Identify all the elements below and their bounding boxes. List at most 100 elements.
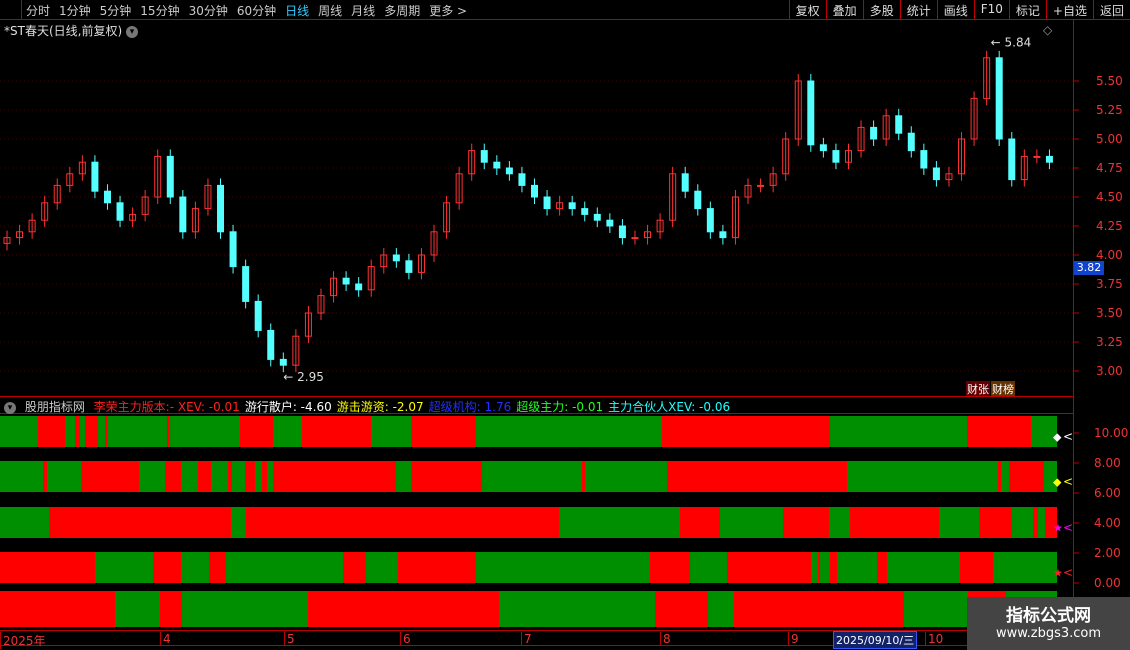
band-segment-red [38,416,65,447]
indicator-tick-label: 10.00 [1094,426,1128,440]
candle-body [468,150,476,175]
cursor-date: 2025/09/10/三 [833,631,918,649]
candle-body [166,155,174,198]
toolbar-button[interactable]: +自选 [1045,0,1093,20]
candle-body [794,80,802,140]
band-segment-red [273,461,396,492]
chevron-down-icon[interactable]: ▾ [4,401,16,414]
candle-body [669,173,677,221]
badge-bang[interactable]: 财榜 [991,381,1015,397]
candle-body [518,173,526,186]
candle-body [367,266,375,291]
toolbar-button[interactable]: 叠加 [825,0,863,20]
tab-period[interactable]: 多周期 [384,4,421,18]
tab-period[interactable]: 周线 [318,4,343,18]
band-segment-red [262,461,267,492]
candle-body [694,190,702,210]
candle-body [279,358,287,366]
stock-title[interactable]: *ST春天(日线,前复权) ▾ [4,22,138,39]
candle-body [744,184,752,198]
tab-period[interactable]: 月线 [351,4,376,18]
tab-period[interactable]: 30分钟 [188,4,228,18]
band-segment-red [667,461,847,492]
toolbar-button[interactable]: 复权 [788,0,826,20]
toolbar-button[interactable]: 统计 [899,0,937,20]
candle-body [53,184,61,204]
band-segment-red [198,461,211,492]
band-segment-red [655,591,708,627]
indicator-header: ▾ 股朋指标网 李荣主力版本:- XEV: -0.01 游行散户: -4.60 游击… [0,396,1073,414]
diamond-icon[interactable]: ◇ [1043,23,1053,37]
toolbar-button[interactable]: F10 [973,0,1009,20]
candle-body [179,196,187,233]
tab-period[interactable]: 1分钟 [59,4,91,18]
candle-body [267,329,275,360]
indicator-value: 超级主力: -0.01 [516,400,604,414]
tab-period[interactable]: 日线 [285,4,310,18]
candle-body [593,213,601,221]
period-tabs: 分时 1分钟 5分钟 15分钟 30分钟 60分钟 日线 周线 月线 多周期 更多 > [26,2,467,19]
date-axis-label: 5 [284,632,295,646]
candle-body [870,126,878,140]
high-price-label: ← 5.84 [991,36,1032,50]
date-axis-label: 2025年 [0,632,46,649]
marker-icon: ★ [1053,522,1063,535]
candle-body [983,57,991,99]
price-tick-label: 3.50 [1096,306,1123,320]
candle-body [330,277,338,297]
chevron-down-icon[interactable]: ▾ [125,25,138,38]
toolbar-button[interactable]: 标记 [1008,0,1046,20]
candle-body [417,254,425,273]
candle-body [254,300,262,331]
candle-body [568,202,576,210]
toolbar-button[interactable]: 画线 [936,0,974,20]
panel-toggle-button[interactable] [0,0,22,20]
candle-body [631,237,639,240]
indicator-tick-label: 0.00 [1094,576,1121,590]
tab-period[interactable]: 5分钟 [99,4,132,18]
candle-body [41,202,49,221]
marker-icon: ◆ [1053,476,1062,489]
watermark-title: 指标公式网 [1006,606,1091,626]
candle-body [757,184,765,187]
badge-zhang[interactable]: 财张 [966,381,990,397]
candle-body [769,173,777,186]
indicator-value: 李荣主力版本:- XEV: -0.01 [93,400,240,414]
tab-period[interactable]: 分时 [26,4,51,18]
indicator-name[interactable]: 股朋指标网 [24,400,85,414]
candle-body [493,161,501,169]
band-segment-red [411,416,476,447]
candle-body [1045,155,1053,163]
candle-body [618,225,626,239]
tab-period[interactable]: 更多 > [429,4,468,18]
candle-body [505,167,513,175]
candle-body [857,126,865,152]
candle-body [342,277,350,285]
candle-body [920,150,928,169]
indicator-value: 超级机构: 1.76 [428,400,512,414]
tab-period[interactable]: 60分钟 [236,4,277,18]
candle-body [292,335,300,366]
candle-body [945,173,953,181]
band-segment-red [43,461,47,492]
band-segment-red [830,552,837,583]
band-segment-red [818,552,820,583]
date-axis-label: 7 [521,632,532,646]
band-segment-red [240,416,273,447]
candle-body [606,219,614,227]
band-segment-red [1045,507,1057,538]
candle-body [405,260,413,273]
candle-body [116,202,124,221]
price-tick-label: 5.00 [1096,132,1123,146]
candle-body [480,150,488,163]
candle-body [392,254,400,262]
toolbar-button[interactable]: 多股 [862,0,900,20]
tab-period[interactable]: 15分钟 [140,4,180,18]
band-segment-red [167,416,170,447]
band-segment-red [1033,507,1038,538]
band-segment-red [850,507,939,538]
toolbar-button[interactable]: 返回 [1092,0,1130,20]
band-segment-red [153,552,181,583]
candle-body [995,57,1003,140]
candle-body [191,208,199,233]
